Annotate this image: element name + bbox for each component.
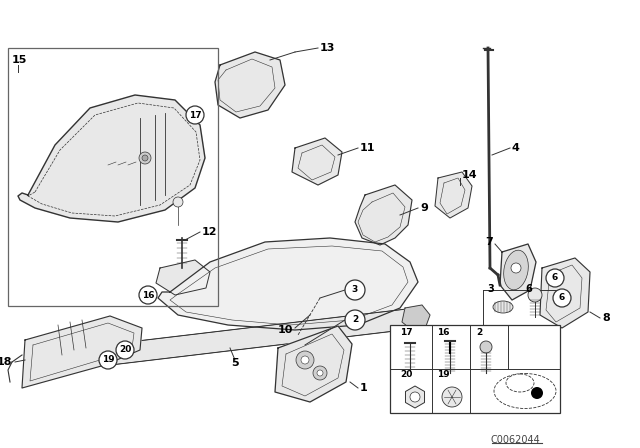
Bar — [8, 48, 218, 306]
Circle shape — [116, 341, 134, 359]
Text: 6: 6 — [552, 273, 558, 283]
Polygon shape — [158, 238, 418, 330]
Polygon shape — [18, 95, 205, 222]
Text: 2: 2 — [352, 315, 358, 324]
Circle shape — [531, 387, 543, 399]
Circle shape — [301, 356, 309, 364]
Circle shape — [139, 152, 151, 164]
Polygon shape — [156, 260, 210, 295]
Circle shape — [553, 289, 571, 307]
Circle shape — [296, 351, 314, 369]
Text: 4: 4 — [512, 143, 520, 153]
Text: 19: 19 — [102, 356, 115, 365]
Text: 19: 19 — [437, 370, 450, 379]
Polygon shape — [292, 138, 342, 185]
Polygon shape — [355, 185, 412, 245]
Text: 5: 5 — [231, 358, 239, 368]
Circle shape — [142, 155, 148, 161]
Text: 8: 8 — [602, 313, 610, 323]
Circle shape — [442, 387, 462, 407]
Circle shape — [345, 310, 365, 330]
Text: 16: 16 — [141, 290, 154, 300]
Text: C0062044: C0062044 — [490, 435, 540, 445]
Polygon shape — [540, 258, 590, 328]
Text: 20: 20 — [119, 345, 131, 354]
Circle shape — [511, 263, 521, 273]
Ellipse shape — [493, 301, 513, 313]
Text: 17: 17 — [400, 328, 413, 337]
Text: 7: 7 — [485, 237, 493, 247]
Text: 6: 6 — [525, 284, 532, 294]
Polygon shape — [275, 326, 352, 402]
Text: 3: 3 — [487, 284, 493, 294]
Text: 11: 11 — [360, 143, 376, 153]
Circle shape — [313, 366, 327, 380]
Circle shape — [546, 269, 564, 287]
Polygon shape — [215, 52, 285, 118]
Bar — [390, 325, 560, 413]
Polygon shape — [402, 305, 430, 330]
Ellipse shape — [506, 374, 534, 392]
Circle shape — [317, 370, 323, 376]
Circle shape — [410, 392, 420, 402]
Circle shape — [528, 288, 542, 302]
Circle shape — [99, 351, 117, 369]
Text: 1: 1 — [360, 383, 368, 393]
Polygon shape — [435, 172, 472, 218]
Ellipse shape — [494, 374, 556, 409]
Text: 10: 10 — [277, 325, 292, 335]
Polygon shape — [38, 308, 428, 372]
Polygon shape — [22, 316, 142, 388]
Text: 9: 9 — [420, 203, 428, 213]
Text: 12: 12 — [202, 227, 218, 237]
Text: 20: 20 — [400, 370, 412, 379]
Text: 2: 2 — [476, 328, 483, 337]
Circle shape — [173, 197, 183, 207]
Circle shape — [345, 280, 365, 300]
Polygon shape — [500, 244, 536, 300]
Ellipse shape — [504, 250, 528, 290]
Circle shape — [480, 341, 492, 353]
Text: 18: 18 — [0, 357, 12, 367]
Text: 14: 14 — [462, 170, 477, 180]
Text: 17: 17 — [189, 111, 202, 120]
Text: 3: 3 — [352, 285, 358, 294]
Circle shape — [186, 106, 204, 124]
Text: 15: 15 — [12, 55, 28, 65]
Circle shape — [139, 286, 157, 304]
Text: 13: 13 — [320, 43, 335, 53]
Text: 6: 6 — [559, 293, 565, 302]
Text: 16: 16 — [437, 328, 449, 337]
